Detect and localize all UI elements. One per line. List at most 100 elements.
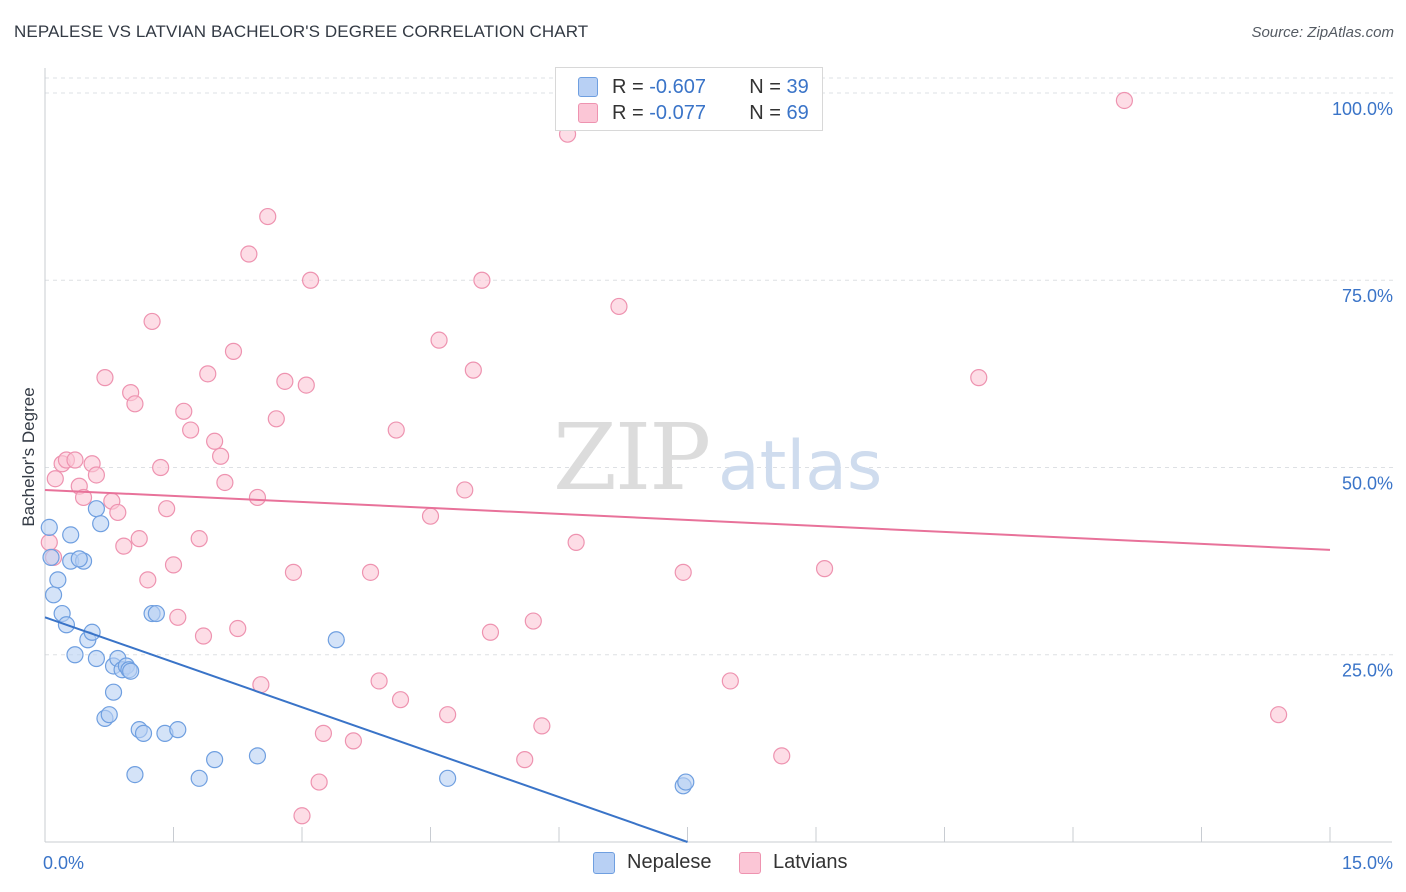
latvians-point <box>370 672 388 690</box>
latvians-swatch <box>578 103 598 123</box>
latvians-point <box>229 619 247 638</box>
y-tick-label: 75.0% <box>1342 286 1393 306</box>
nepalese-point <box>49 571 67 589</box>
nepalese-swatch <box>578 77 598 97</box>
n-label: N = <box>749 75 787 98</box>
latvians-point <box>439 706 457 724</box>
x-tick-label: 15.0% <box>1342 853 1393 873</box>
nepalese-point <box>70 550 88 568</box>
latvians-point <box>66 451 84 469</box>
latvians-point <box>212 447 230 465</box>
latvians-r-value: -0.077 <box>649 101 706 124</box>
watermark-zip: ZIP <box>553 404 709 511</box>
nepalese-point <box>83 623 101 641</box>
y-tick-label: 50.0% <box>1342 473 1393 493</box>
latvians-point <box>473 271 491 289</box>
latvians-point <box>721 672 739 690</box>
correlation-legend: R = -0.607 N = 39 R = -0.077 N = 69 <box>555 67 823 131</box>
latvians-point <box>259 207 277 226</box>
latvians-point <box>610 297 628 316</box>
nepalese-point <box>147 604 165 623</box>
chart-title: NEPALESE VS LATVIAN BACHELOR'S DEGREE CO… <box>14 22 589 41</box>
y-tick-label: 25.0% <box>1342 661 1393 681</box>
r-label: R = <box>612 101 650 124</box>
latvians-point <box>456 481 474 499</box>
latvians-point <box>46 470 64 488</box>
latvians-point <box>40 533 58 551</box>
legend-item-latvians[interactable]: Latvians <box>739 851 848 874</box>
latvians-point <box>115 537 133 555</box>
latvians-point <box>773 747 791 765</box>
latvians-point <box>267 410 285 428</box>
latvians-point <box>143 312 161 331</box>
latvians-point <box>240 245 258 263</box>
nepalese-point <box>87 649 106 668</box>
latvians-legend-label: Latvians <box>773 851 848 873</box>
latvians-point <box>190 530 208 548</box>
latvians-point <box>96 369 114 387</box>
nepalese-point <box>100 706 118 724</box>
latvians-point <box>109 503 127 522</box>
nepalese-point <box>66 646 84 664</box>
latvians-point <box>194 627 213 645</box>
nepalese-point <box>134 724 153 742</box>
nepalese-point <box>40 518 58 537</box>
latvians-point <box>567 533 585 551</box>
latvians-point <box>87 466 106 484</box>
latvians-point <box>387 421 405 439</box>
watermark: ZIP atlas <box>553 404 882 511</box>
latvians-point <box>391 691 410 709</box>
nepalese-point <box>439 769 457 787</box>
nepalese-point <box>169 721 187 739</box>
nepalese-points <box>40 500 695 795</box>
latvians-point <box>533 717 551 735</box>
y-axis-label: Bachelor's Degree <box>19 387 38 526</box>
latvians-point <box>344 732 362 750</box>
latvians-point <box>1115 91 1134 110</box>
latvians-point <box>224 342 243 360</box>
nepalese-point <box>206 751 224 769</box>
latvians-legend-swatch <box>739 851 761 874</box>
source-label: Source: ZipAtlas.com <box>1251 24 1394 41</box>
latvians-point <box>164 556 183 574</box>
axes <box>44 68 1392 843</box>
tick-labels: 25.0% 50.0% 75.0% 100.0% 0.0% 15.0% <box>43 99 1393 873</box>
trend-lines <box>44 488 1331 843</box>
latvians-point <box>815 560 834 578</box>
latvians-point <box>284 563 303 581</box>
latvians-point <box>421 507 440 525</box>
nepalese-point <box>92 515 110 533</box>
grid-lines <box>45 77 1395 656</box>
legend-item-nepalese[interactable]: Nepalese <box>593 851 712 874</box>
latvians-point <box>158 500 176 518</box>
latvians-point <box>276 372 294 390</box>
latvians-point <box>139 571 157 589</box>
nepalese-point <box>62 526 80 544</box>
latvians-point <box>674 563 692 581</box>
nepalese-point <box>126 765 144 784</box>
latvians-point <box>310 773 328 791</box>
latvians-point <box>314 724 333 742</box>
latvians-point <box>524 612 542 630</box>
nepalese-point <box>248 747 267 765</box>
nepalese-point <box>44 586 63 604</box>
latvians-point <box>481 623 500 641</box>
watermark-atlas: atlas <box>718 427 882 506</box>
latvians-point <box>1269 706 1288 724</box>
latvians-point <box>293 807 311 825</box>
latvians-point <box>301 271 320 289</box>
latvians-n-value: 69 <box>786 101 809 124</box>
latvians-point <box>152 458 170 477</box>
nepalese-legend-swatch <box>593 851 615 874</box>
latvians-point <box>175 402 193 420</box>
latvians-point <box>74 488 93 507</box>
latvians-point <box>169 608 187 626</box>
latvians-point <box>216 473 234 492</box>
latvians-point <box>970 369 988 387</box>
latvians-point <box>206 432 224 450</box>
latvians-point <box>126 395 144 413</box>
latvians-point <box>248 488 267 507</box>
nepalese-point <box>122 662 140 680</box>
nepalese-trend-line <box>44 616 688 843</box>
